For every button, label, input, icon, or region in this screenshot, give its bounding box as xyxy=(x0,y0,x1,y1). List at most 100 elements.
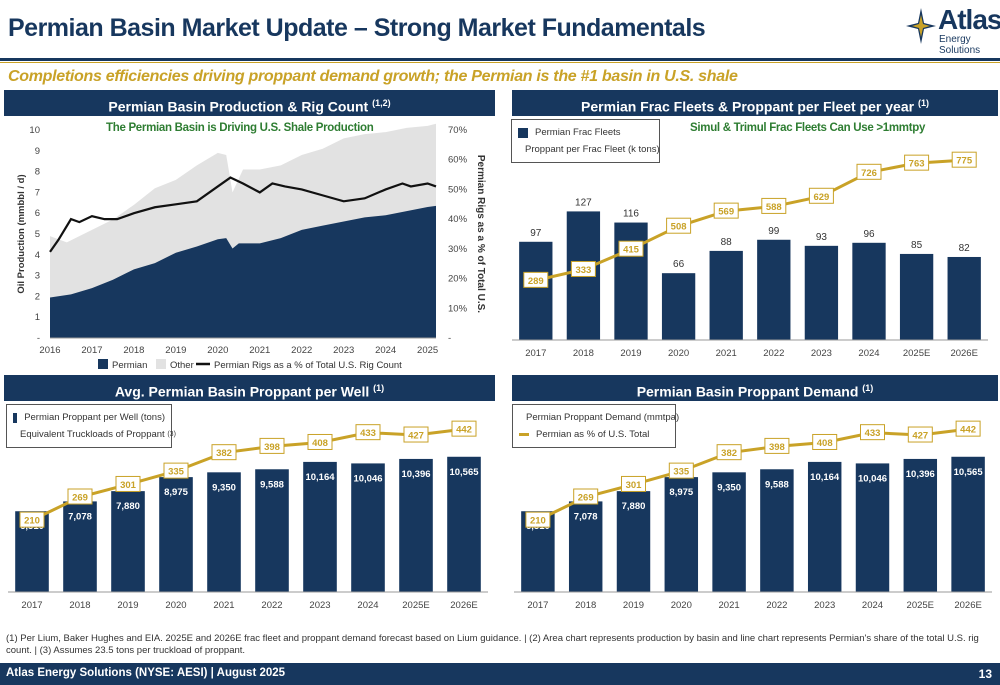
bar xyxy=(63,501,97,592)
fleets-legend: Permian Frac Fleets Proppant per Frac Fl… xyxy=(511,119,660,163)
bar xyxy=(903,458,938,592)
bar-value-label: 85 xyxy=(911,240,923,251)
bar-value-label: 66 xyxy=(673,259,685,270)
line-value-label: 442 xyxy=(456,425,472,436)
line-label-box xyxy=(618,240,644,257)
y-tick-label: 3 xyxy=(35,271,40,282)
fleets-chart: 97 2017 127 2018 116 2019 66 2020 88 2021 99 2022 93… xyxy=(508,118,1000,373)
x-tick-label: 2025E xyxy=(402,600,429,611)
y-tick-label: 8 xyxy=(35,167,40,178)
y2-tick-label: 70% xyxy=(448,125,468,136)
bar xyxy=(616,491,651,592)
line-label-box xyxy=(355,424,381,441)
line-value-label: 726 xyxy=(861,168,877,179)
bar xyxy=(303,461,337,592)
line-label-box xyxy=(451,420,477,437)
y-axis-label: Oil Production (mmbbl / d) xyxy=(16,174,27,293)
x-tick-label: 2023 xyxy=(811,348,832,359)
bar-value-label: 9,350 xyxy=(212,482,236,493)
compass-star-icon xyxy=(906,8,936,44)
legend-item: Permian Proppant Demand (mmtpa) xyxy=(519,409,679,426)
y2-tick-label: 30% xyxy=(448,244,468,255)
atlas-logo: Atlas Energy Solutions xyxy=(902,4,1000,56)
line-value-label: 433 xyxy=(865,428,881,439)
line-value-label: 508 xyxy=(671,222,687,233)
bar-value-label: 10,396 xyxy=(401,469,430,480)
bar xyxy=(614,222,648,340)
legend-label: Equivalent Truckloads of Proppant xyxy=(20,429,165,440)
bar-value-label: 10,164 xyxy=(810,472,840,483)
bar xyxy=(947,256,981,340)
x-tick-label: 2019 xyxy=(620,348,641,359)
demand-chart: 6,31020177,07820187,88020198,97520209,35… xyxy=(508,402,1000,632)
legend-swatch-other xyxy=(156,359,166,369)
x-tick-label: 2017 xyxy=(525,348,546,359)
fleets-chart-note: Simul & Trimul Frac Fleets Can Use >1mmt… xyxy=(690,122,926,134)
line-label-box xyxy=(259,437,285,454)
bar-value-label: 10,046 xyxy=(353,473,382,484)
x-tick-label: 2018 xyxy=(575,600,596,611)
x-tick-label: 2021 xyxy=(719,600,740,611)
bar-value-label: 93 xyxy=(816,232,828,243)
x-tick-label: 2025 xyxy=(417,345,438,356)
x-tick-label: 2019 xyxy=(165,345,186,356)
line-label-box xyxy=(403,426,429,443)
bar-value-label: 8,975 xyxy=(164,487,188,498)
line-value-label: 382 xyxy=(721,448,737,459)
bar-value-label: 10,164 xyxy=(305,472,335,483)
line-rig-share xyxy=(49,176,437,253)
line-value-label: 569 xyxy=(718,207,734,218)
x-tick-label: 2020 xyxy=(668,348,689,359)
legend-sup: (3) xyxy=(167,431,176,438)
x-tick-label: 2022 xyxy=(766,600,787,611)
bar xyxy=(519,241,553,340)
production-chart-svg: - 1 2 3 4 5 6 7 8 9 10 - 10% 20% 30% 40% 50% 60% 70% 2016 20… xyxy=(16,123,486,371)
bar-value-label: 9,588 xyxy=(765,479,789,490)
legend-label: Other xyxy=(170,360,194,371)
bar-value-label: 116 xyxy=(623,209,639,220)
page-subtitle: Completions efficiencies driving proppan… xyxy=(8,68,738,85)
line-label-box xyxy=(163,462,189,479)
bar xyxy=(760,469,794,592)
line-value-label: 588 xyxy=(766,202,782,213)
legend-item: Proppant per Frac Fleet (k tons) xyxy=(518,141,660,158)
y2-tick-label: 40% xyxy=(448,214,468,225)
page-title: Permian Basin Market Update – Strong Mar… xyxy=(8,14,706,42)
panel-title-fleets: Permian Frac Fleets & Proppant per Fleet… xyxy=(512,90,998,116)
line-value-label: 301 xyxy=(120,480,137,491)
legend-label: Permian Frac Fleets xyxy=(535,127,621,138)
bar-value-label: 9,350 xyxy=(717,482,741,493)
x-tick-label: 2023 xyxy=(333,345,354,356)
line-value-label: 408 xyxy=(312,438,328,449)
line-label-box xyxy=(573,488,599,505)
line-value-label: 763 xyxy=(909,159,925,170)
line-value-label: 269 xyxy=(578,493,594,504)
y-tick-label: 10 xyxy=(29,125,40,136)
bar xyxy=(447,456,481,592)
x-tick-label: 2026E xyxy=(450,600,477,611)
line-label-box xyxy=(761,197,787,214)
bar xyxy=(568,501,603,592)
x-tick-label: 2022 xyxy=(261,600,282,611)
line-value-label: 269 xyxy=(72,493,88,504)
line-label-box xyxy=(904,154,930,171)
x-tick-label: 2017 xyxy=(21,600,42,611)
line-value-label: 398 xyxy=(264,442,280,453)
bar-value-label: 10,396 xyxy=(906,469,935,480)
line-value-label: 433 xyxy=(360,428,376,439)
demand-chart-svg: 6,31020177,07820187,88020198,97520209,35… xyxy=(514,420,992,611)
y-tick-label: 1 xyxy=(35,312,40,323)
line-series xyxy=(537,427,969,522)
line-label-box xyxy=(115,475,141,492)
line-label-box xyxy=(812,433,838,450)
legend-item: Permian Proppant per Well (tons) xyxy=(13,409,165,426)
line-label-box xyxy=(860,424,885,441)
legend-label: Permian xyxy=(112,360,147,371)
bar xyxy=(807,461,842,592)
bar xyxy=(757,239,791,340)
header-rule-gold xyxy=(0,62,1000,63)
line-label-box xyxy=(523,271,549,288)
line-series xyxy=(31,427,465,522)
bar xyxy=(664,477,699,592)
footer-bar: Atlas Energy Solutions (NYSE: AESI) | Au… xyxy=(0,663,1000,685)
